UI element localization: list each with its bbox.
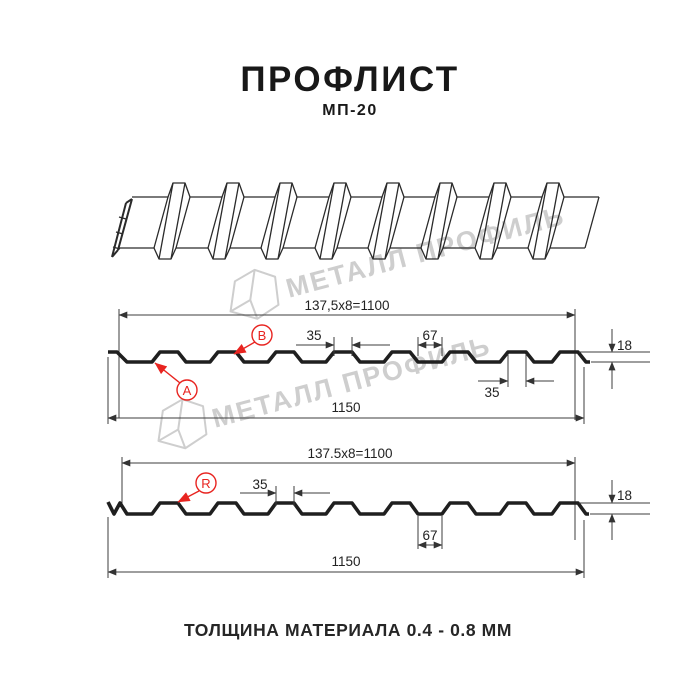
profile-outline-top (108, 350, 590, 364)
metall-profil-logo-icon (229, 268, 280, 320)
callout-arrow (177, 490, 200, 503)
metall-profil-logo-icon (157, 398, 208, 450)
callout-label-b: B (258, 328, 267, 343)
profile-section-top: 137,5x8=1100 35 67 18 35 1150 (107, 298, 650, 424)
watermark-text: МЕТАЛЛ ПРОФИЛЬ (283, 200, 568, 303)
sheet-3d-view (111, 182, 600, 260)
sheet-near-edge (118, 247, 585, 260)
dim-label-rib-bottom: 35 (484, 385, 499, 400)
sheet-cut-edge (111, 198, 133, 258)
callout-label-a: A (183, 383, 192, 398)
dim-label-total: 1150 (331, 554, 360, 569)
dim-label-height: 18 (617, 338, 632, 353)
callout-circle (251, 324, 273, 346)
sheet-rib-edges (153, 182, 600, 260)
profile-section-bottom: 137.5x8=1100 35 67 18 1150 R (106, 446, 650, 578)
dim-label-rib-top: 35 (306, 328, 321, 343)
callout-r: R (177, 472, 217, 503)
callout-a: A (154, 362, 198, 401)
callout-circle (195, 472, 217, 494)
material-thickness-caption: ТОЛЩИНА МАТЕРИАЛА 0.4 - 0.8 ММ (184, 620, 512, 640)
watermark-lower: МЕТАЛЛ ПРОФИЛЬ (157, 330, 494, 450)
dim-label-total: 1150 (331, 400, 360, 415)
dim-label-module: 137,5x8=1100 (305, 298, 390, 313)
profile-outline-bottom (106, 501, 589, 516)
dim-label-flat: 67 (422, 328, 437, 343)
page-subtitle: МП-20 (322, 102, 377, 119)
dim-label-height: 18 (617, 488, 632, 503)
page-title: ПРОФЛИСТ (240, 60, 459, 99)
sheet-cut-edge-folds (112, 216, 127, 250)
callout-label-r: R (201, 476, 210, 491)
callout-arrow (154, 362, 181, 384)
dim-label-rib-top: 35 (252, 477, 267, 492)
watermark-upper: МЕТАЛЛ ПРОФИЛЬ (229, 200, 568, 320)
dim-label-module: 137.5x8=1100 (308, 446, 393, 461)
callout-circle (176, 379, 198, 401)
callout-b: B (233, 324, 273, 355)
callout-arrow (233, 341, 256, 355)
sheet-far-edge (132, 182, 599, 198)
dim-label-flat: 67 (422, 528, 437, 543)
